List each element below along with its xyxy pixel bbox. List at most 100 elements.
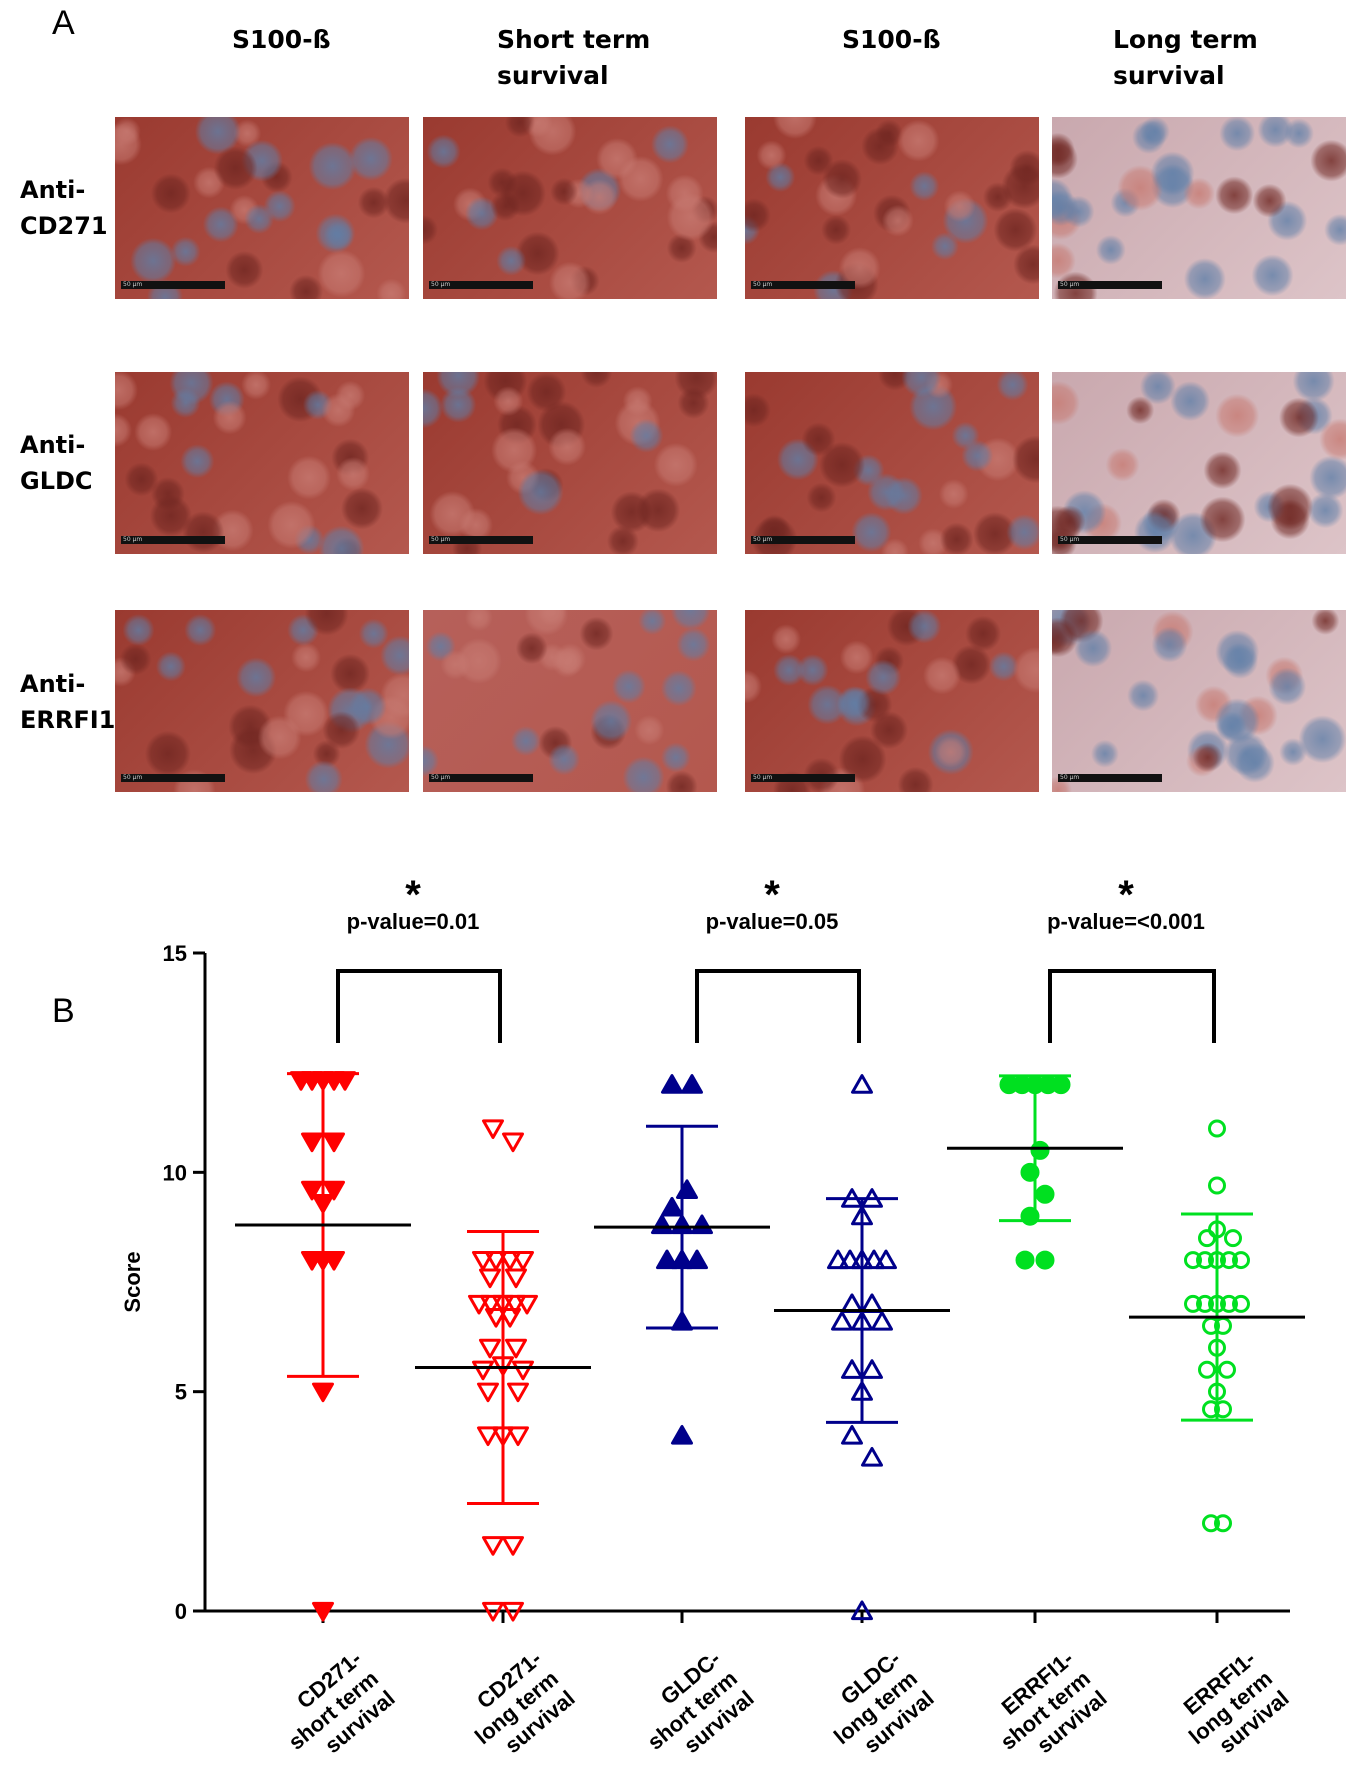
data-point — [871, 1310, 893, 1331]
data-point — [1184, 1251, 1202, 1270]
data-point — [671, 1310, 693, 1331]
data-point — [1051, 1075, 1071, 1095]
data-point — [671, 1425, 693, 1445]
data-point — [479, 1268, 501, 1289]
scale-bar-text: 50 µm — [1060, 774, 1080, 781]
panel-a-label: A — [52, 4, 75, 42]
row-header-line: CD271 — [20, 212, 108, 240]
row-header-line: GLDC — [20, 467, 93, 495]
data-point — [1208, 1338, 1226, 1357]
data-point — [676, 1179, 698, 1199]
data-point — [312, 1601, 334, 1622]
column-header-line: Long term — [1113, 25, 1258, 54]
micrograph-errfi1-long: 50 µm — [1052, 610, 1346, 792]
data-point — [480, 1294, 502, 1315]
data-point — [839, 1249, 861, 1270]
p-value-label: p-value=0.01 — [347, 909, 480, 934]
data-point — [686, 1249, 708, 1270]
micrograph-cd271-long: 50 µm — [1052, 117, 1346, 299]
data-point — [1232, 1251, 1250, 1270]
data-point — [502, 1601, 524, 1622]
data-point — [301, 1132, 323, 1153]
data-point — [492, 1426, 514, 1447]
data-point — [1220, 1294, 1238, 1313]
significance-bracket — [695, 969, 861, 1043]
data-point — [323, 1180, 345, 1201]
data-point — [1020, 1206, 1040, 1226]
scale-bar-text: 50 µm — [431, 774, 451, 781]
scale-bar: 50 µm — [1058, 281, 1162, 289]
data-point — [841, 1359, 863, 1379]
micrograph-gldc-long: 50 µm — [1052, 372, 1346, 554]
micrograph-gldc-short: 50 µm — [423, 372, 717, 554]
data-point — [861, 1359, 883, 1379]
data-point — [1224, 1229, 1242, 1248]
data-point — [1015, 1250, 1035, 1270]
scale-bar: 50 µm — [429, 281, 533, 289]
column-header-line: S100-ß — [232, 25, 331, 54]
scale-bar: 50 µm — [429, 774, 533, 782]
data-point — [472, 1360, 494, 1381]
scale-bar: 50 µm — [429, 536, 533, 544]
column-header-short-term-survival: Short term survival — [497, 22, 650, 94]
y-tick-label: 0 — [175, 1599, 187, 1624]
data-point — [477, 1426, 499, 1447]
data-point — [671, 1214, 693, 1235]
row-header-line: Anti- — [20, 176, 86, 204]
data-point — [1202, 1514, 1220, 1533]
data-point — [1020, 1162, 1040, 1182]
y-tick-label: 15 — [163, 941, 187, 966]
scale-bar-text: 50 µm — [431, 281, 451, 288]
scale-bar-text: 50 µm — [753, 774, 773, 781]
data-point — [1218, 1360, 1236, 1379]
data-point — [681, 1074, 703, 1094]
row-header-line: Anti- — [20, 431, 86, 459]
scale-bar-text: 50 µm — [123, 281, 143, 288]
scatter-chart: B 0 5 10 15 Score CD271-short termsurvival CD27… — [52, 873, 1305, 1775]
scale-bar: 50 µm — [751, 281, 855, 289]
data-point — [499, 1250, 521, 1271]
data-point — [1202, 1400, 1220, 1419]
data-point — [851, 1205, 873, 1226]
significance-star: * — [405, 873, 421, 917]
data-point — [485, 1250, 507, 1271]
p-value-label: p-value=<0.001 — [1047, 909, 1205, 934]
significance-bracket — [336, 969, 502, 1043]
data-point — [841, 1188, 863, 1208]
data-point — [1220, 1251, 1238, 1270]
row-header-line: Anti- — [20, 670, 86, 698]
scale-bar: 50 µm — [121, 774, 225, 782]
micrograph-cd271-short: 50 µm — [423, 117, 717, 299]
data-point — [512, 1360, 534, 1381]
scale-bar: 50 µm — [751, 536, 855, 544]
data-point — [1208, 1220, 1226, 1239]
scale-bar-text: 50 µm — [753, 536, 773, 543]
data-point — [502, 1536, 524, 1556]
scale-bar: 50 µm — [1058, 774, 1162, 782]
data-point — [312, 1193, 334, 1214]
data-point — [656, 1249, 678, 1270]
x-category-label: CD271-short termsurvival — [267, 1646, 400, 1775]
data-point — [831, 1310, 853, 1331]
data-point — [851, 1600, 873, 1621]
data-point — [323, 1250, 345, 1271]
data-point — [502, 1132, 524, 1153]
data-point — [1214, 1400, 1232, 1419]
panel-b-label: B — [52, 992, 75, 1030]
micrograph-errfi1-short: 50 µm — [423, 610, 717, 792]
data-point — [512, 1250, 534, 1271]
data-point — [1035, 1184, 1055, 1204]
micrograph-cd271-s100b-long: 50 µm — [745, 117, 1039, 299]
data-point — [479, 1338, 501, 1359]
x-category-label: ERRFI1-long termsurvival — [1167, 1646, 1293, 1769]
data-point — [482, 1601, 504, 1622]
scale-bar: 50 µm — [121, 536, 225, 544]
data-point — [504, 1294, 526, 1315]
data-point — [1196, 1294, 1214, 1313]
column-header-line: S100-ß — [842, 25, 941, 54]
scale-bar: 50 µm — [1058, 536, 1162, 544]
data-point — [1208, 1294, 1226, 1313]
data-point — [507, 1426, 529, 1447]
data-point — [851, 1074, 873, 1094]
data-point — [1208, 1176, 1226, 1195]
